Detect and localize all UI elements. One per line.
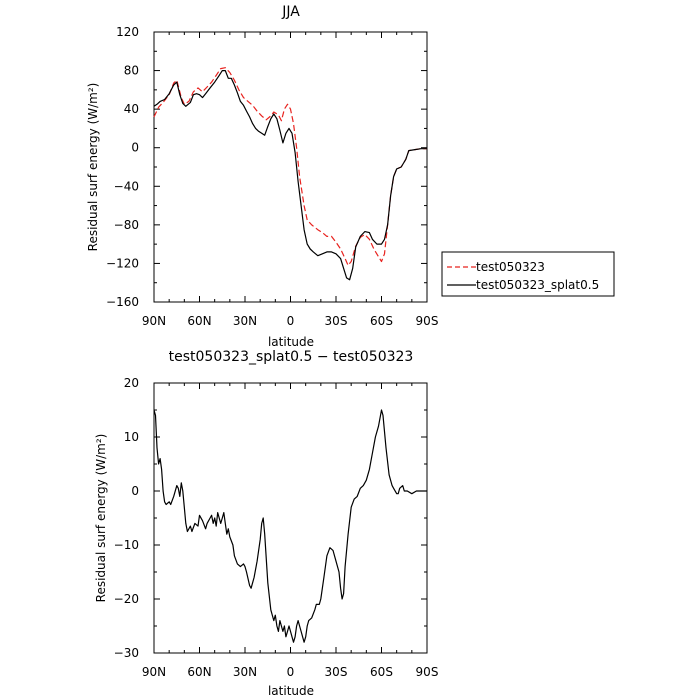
bottom-y-tick-label: 10 [124,430,139,444]
top-x-axis-label: latitude [268,335,314,349]
bottom-y-tick-label: −20 [114,592,139,606]
bottom-panel: test050323_splat0.5 − test050323 90N 60N 3… [94,349,438,698]
top-x-tick-label: 30N [233,314,257,328]
bottom-y-tick-label: −10 [114,538,139,552]
bottom-plot-frame [153,382,428,654]
bottom-x-axis-label: latitude [268,684,314,698]
top-chart-title: JJA [281,4,300,20]
top-y-tick-label: −40 [114,179,139,193]
bottom-y-tick-label: 0 [131,484,139,498]
top-y-tick-label: 0 [131,141,139,155]
bottom-y-tick-label: 20 [124,376,139,390]
top-series-line-2 [153,70,427,281]
top-x-tick-label: 90N [142,314,166,328]
top-y-tick-label: −120 [106,256,139,270]
bottom-y-tick-label: −30 [114,646,139,660]
top-panel: JJA 90N 60N 30N 0 30S 60S 90S −160 −120 −80 −40 0 40… [86,4,438,349]
top-x-tick-label: 60S [370,314,393,328]
bottom-ticks: 90N 60N 30N 0 30S 60S 90S −30 −20 −10 0 10 20 [114,376,439,679]
bottom-chart-title: test050323_splat0.5 − test050323 [169,349,414,365]
bottom-series-layer [153,409,427,643]
top-y-tick-label: −80 [114,218,139,232]
top-x-tick-label: 60N [187,314,211,328]
top-y-tick-label: 40 [124,102,139,116]
top-x-tick-label: 30S [325,314,348,328]
bottom-x-tick-label: 60S [370,665,393,679]
legend-label-test050323-splat0.5: test050323_splat0.5 [476,278,599,292]
top-ticks: 90N 60N 30N 0 30S 60S 90S −160 −120 −80 −40 0 40 80 12… [106,25,438,328]
bottom-x-tick-label: 30N [233,665,257,679]
top-x-tick-label: 90S [416,314,439,328]
top-x-tick-label: 0 [287,314,295,328]
top-y-axis-label: Residual surf energy (W/m²) [86,83,100,252]
bottom-x-tick-label: 90N [142,665,166,679]
legend-label-test050323: test050323 [476,260,545,274]
top-y-tick-label: 80 [124,64,139,78]
legend: test050323 test050323_splat0.5 [441,251,615,297]
top-plot-frame [153,31,428,303]
bottom-x-tick-label: 60N [187,665,211,679]
bottom-x-tick-label: 90S [416,665,439,679]
bottom-y-axis-label: Residual surf energy (W/m²) [94,434,108,603]
top-y-tick-label: 120 [116,25,139,39]
top-y-tick-label: −160 [106,295,139,309]
bottom-x-tick-label: 0 [287,665,295,679]
bottom-series-line-1 [153,409,427,643]
top-series-layer [153,67,427,281]
bottom-x-tick-label: 30S [325,665,348,679]
top-series-line-1 [153,67,427,266]
